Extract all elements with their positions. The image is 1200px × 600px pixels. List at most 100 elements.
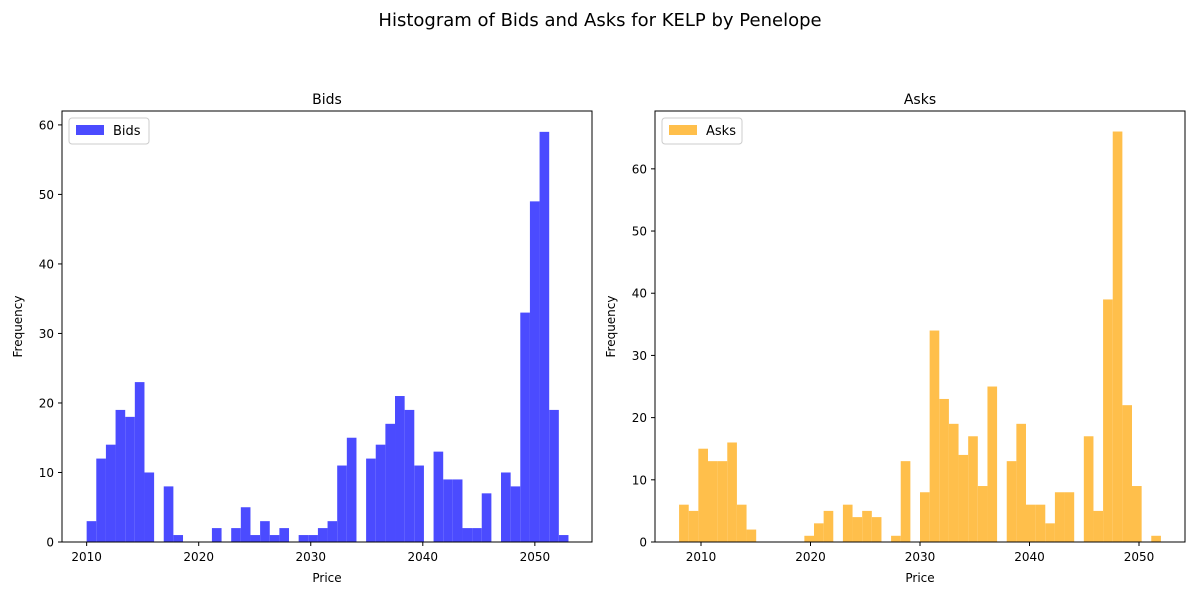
bids-x-tick-label: 2040 — [408, 550, 439, 564]
asks-bar-37 — [1132, 486, 1142, 542]
bids-bar-9 — [211, 528, 222, 542]
bids-bar-18 — [317, 528, 328, 542]
asks-bar-32 — [1083, 436, 1094, 542]
asks-bar-14 — [871, 517, 882, 542]
asks-bar-11 — [842, 504, 853, 542]
bids-bar-31 — [462, 528, 473, 542]
bids-bar-30 — [452, 479, 463, 542]
asks-y-tick-label: 10 — [632, 473, 647, 487]
asks-bar-13 — [862, 510, 872, 542]
asks-bar-38 — [1151, 535, 1161, 542]
asks-bar-5 — [727, 442, 737, 542]
asks-legend-label: Asks — [706, 124, 736, 139]
asks-chart-title: Asks — [904, 92, 936, 108]
asks-y-tick-label: 40 — [632, 287, 647, 301]
asks-bars — [679, 131, 1161, 542]
bids-y-tick-label: 20 — [39, 396, 54, 410]
bids-bar-6 — [144, 472, 155, 542]
figure-suptitle: Histogram of Bids and Asks for KELP by P… — [378, 10, 821, 31]
bids-bar-15 — [279, 528, 290, 542]
asks-bar-31 — [1064, 492, 1075, 542]
bids-bar-23 — [375, 444, 386, 542]
bids-bar-35 — [510, 486, 521, 542]
bids-bar-0 — [86, 521, 97, 542]
bids-bar-38 — [539, 131, 550, 542]
asks-bar-20 — [948, 423, 959, 542]
asks-x-tick-label: 2020 — [795, 550, 826, 564]
bids-bars — [86, 131, 569, 542]
asks-bar-4 — [717, 461, 728, 542]
bids-bar-1 — [96, 458, 106, 542]
asks-bar-27 — [1026, 504, 1036, 542]
bids-y-tick-label: 10 — [39, 466, 54, 480]
asks-bar-12 — [852, 517, 863, 542]
bids-y-axis: 0 10 20 30 40 50 60 — [39, 118, 62, 550]
asks-bar-21 — [958, 454, 969, 542]
bids-bar-36 — [520, 312, 530, 542]
asks-y-tick-label: 60 — [632, 162, 647, 176]
bids-x-tick-label: 2020 — [183, 550, 214, 564]
asks-x-tick-label: 2040 — [1014, 550, 1045, 564]
asks-x-axis: 2010 2020 2030 2040 2050 — [686, 542, 1154, 564]
asks-bar-25 — [1006, 461, 1017, 542]
bids-bar-28 — [433, 451, 444, 542]
bids-bar-12 — [250, 535, 261, 542]
asks-bar-1 — [688, 510, 699, 542]
asks-bar-36 — [1122, 405, 1132, 542]
asks-bar-30 — [1054, 492, 1065, 542]
bids-y-tick-label: 50 — [39, 188, 54, 202]
asks-y-tick-label: 30 — [632, 349, 647, 363]
bids-bar-3 — [115, 409, 126, 542]
asks-bar-2 — [698, 448, 708, 542]
asks-bar-33 — [1093, 510, 1104, 542]
bids-legend-swatch — [76, 125, 104, 135]
asks-legend-box — [661, 117, 743, 145]
asks-x-tick-label: 2030 — [905, 550, 936, 564]
asks-bar-15 — [891, 535, 901, 542]
asks-x-axis-label: Price — [905, 571, 934, 585]
asks-bar-24 — [987, 386, 998, 542]
bids-bar-27 — [414, 465, 424, 542]
asks-bar-16 — [900, 461, 911, 542]
bids-bar-24 — [385, 423, 396, 542]
bids-bar-7 — [163, 486, 174, 542]
asks-bar-3 — [708, 461, 718, 542]
asks-bar-35 — [1112, 131, 1123, 542]
bids-bar-14 — [269, 535, 280, 542]
bids-plot-border — [61, 110, 593, 543]
asks-y-tick-label: 50 — [632, 225, 647, 239]
bids-x-axis-label: Price — [312, 571, 341, 585]
asks-bar-6 — [736, 504, 747, 542]
bids-bar-22 — [366, 458, 376, 542]
asks-legend-swatch — [669, 125, 697, 135]
asks-y-axis-label: Frequency — [604, 296, 618, 358]
bids-bar-21 — [346, 437, 357, 542]
asks-y-tick-label: 20 — [632, 411, 647, 425]
bids-bar-13 — [260, 521, 270, 542]
bids-y-tick-label: 60 — [39, 118, 54, 132]
asks-bar-9 — [814, 523, 824, 542]
asks-x-tick-label: 2010 — [686, 550, 717, 564]
bids-bar-32 — [472, 528, 482, 542]
bids-bar-2 — [105, 444, 116, 542]
bids-bar-25 — [395, 396, 405, 542]
bids-legend-box — [68, 117, 150, 145]
asks-bar-23 — [977, 486, 988, 542]
bids-x-tick-label: 2010 — [71, 550, 102, 564]
bids-bar-17 — [308, 535, 318, 542]
asks-bar-22 — [968, 436, 978, 542]
bids-bar-26 — [404, 409, 415, 542]
bids-chart-title: Bids — [312, 92, 342, 108]
bids-x-tick-label: 2050 — [520, 550, 551, 564]
bids-x-tick-label: 2030 — [295, 550, 326, 564]
bids-legend: Bids — [68, 117, 150, 145]
asks-bar-29 — [1045, 523, 1055, 542]
asks-bar-19 — [939, 398, 949, 542]
bids-y-tick-label: 40 — [39, 257, 54, 271]
asks-bar-17 — [920, 492, 930, 542]
bids-bar-39 — [549, 409, 559, 542]
bids-y-axis-label: Frequency — [11, 296, 25, 358]
